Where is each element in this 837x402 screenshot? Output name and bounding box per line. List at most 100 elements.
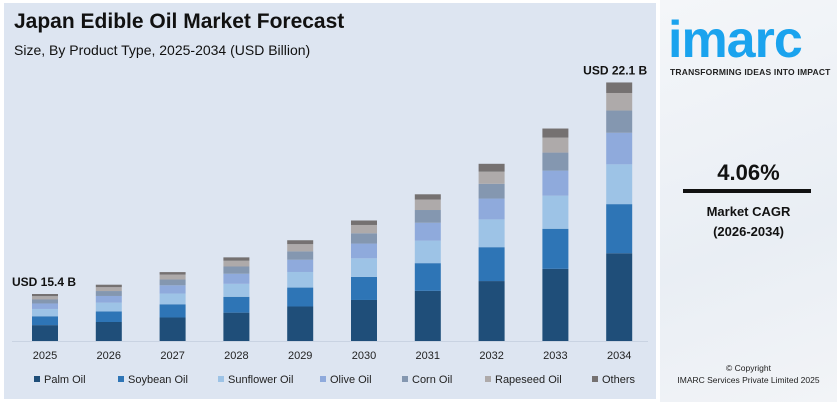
bar-segment-others-2032 [478,163,505,172]
bar-segment-sunflower-oil-2033 [542,195,569,229]
bar-segment-others-2025 [32,294,58,297]
bar-segment-others-2028 [223,257,250,261]
total-label: USD 22.1 B [583,63,647,77]
x-tick-label: 2026 [97,350,121,362]
bar-segment-rapeseed-oil-2032 [478,171,505,184]
bar-segment-olive-oil-2028 [223,273,250,284]
legend-swatch [218,376,224,382]
x-tick-label: 2027 [160,350,184,362]
legend-label: Rapeseed Oil [495,374,562,386]
bar-segment-rapeseed-oil-2026 [95,287,122,292]
chart-subtitle: Size, By Product Type, 2025-2034 (USD Bi… [14,42,311,58]
bar-segment-sunflower-oil-2034 [606,164,633,205]
bar-segment-others-2031 [414,194,441,200]
bar-segment-olive-oil-2025 [32,303,58,309]
bar-segment-rapeseed-oil-2028 [223,260,250,267]
bar-segment-sunflower-oil-2028 [223,283,250,297]
bar-segment-rapeseed-oil-2027 [159,274,186,280]
bar-segment-olive-oil-2031 [414,222,441,241]
bar-segment-corn-oil-2029 [287,251,314,260]
bar-segment-sunflower-oil-2029 [287,271,314,288]
bar-segment-corn-oil-2031 [414,210,441,223]
cagr-label: Market CAGR [706,204,791,219]
legend-swatch [485,376,491,382]
bar-segment-rapeseed-oil-2034 [606,92,633,111]
bar-segment-olive-oil-2029 [287,259,314,272]
bar-segment-corn-oil-2026 [95,291,122,296]
bar-segment-soybean-oil-2032 [478,247,505,282]
chart-title: Japan Edible Oil Market Forecast [14,10,345,33]
bar-segment-rapeseed-oil-2030 [351,224,377,234]
bar-segment-sunflower-oil-2027 [159,293,186,305]
divider [683,189,811,193]
legend-swatch [320,376,326,382]
bar-segment-palm-oil-2030 [351,299,377,341]
bar-segment-corn-oil-2025 [32,299,58,304]
bar-segment-palm-oil-2034 [606,253,633,341]
x-tick-label: 2025 [33,350,57,362]
bar-segment-olive-oil-2033 [542,170,569,196]
legend-swatch [34,376,40,382]
bar-segment-olive-oil-2026 [95,295,122,303]
bar-segment-corn-oil-2030 [351,233,377,244]
legend-label: Olive Oil [330,374,372,386]
bar-segment-sunflower-oil-2030 [351,258,377,277]
bar-segment-others-2030 [351,220,377,225]
cagr-period: (2026-2034) [713,224,784,239]
bar-segment-rapeseed-oil-2025 [32,296,58,300]
legend-label: Others [602,374,636,386]
copyright-owner: IMARC Services Private Limited 2025 [677,375,820,385]
bar-segment-rapeseed-oil-2031 [414,199,441,211]
bar-segment-palm-oil-2028 [223,312,250,341]
x-tick-label: 2030 [352,350,376,362]
bar-segment-others-2029 [287,240,314,245]
bar-segment-palm-oil-2033 [542,268,569,341]
legend-swatch [402,376,408,382]
bar-segment-soybean-oil-2033 [542,228,569,269]
bar-segment-olive-oil-2034 [606,132,633,165]
x-tick-label: 2034 [607,350,631,362]
bar-segment-soybean-oil-2031 [414,263,441,291]
bar-segment-corn-oil-2028 [223,266,250,274]
x-tick-label: 2029 [288,350,312,362]
bar-segment-others-2026 [95,284,122,288]
bar-segment-corn-oil-2027 [159,279,186,286]
bar-segment-palm-oil-2027 [159,317,186,341]
legend-label: Corn Oil [412,374,452,386]
bar-segment-soybean-oil-2025 [32,316,58,326]
copyright-line: © Copyright [725,363,771,373]
bar-segment-others-2034 [606,82,633,93]
bar-segment-others-2033 [542,128,569,138]
bar-segment-soybean-oil-2026 [95,311,122,323]
imarc-logo: imarc [668,11,803,69]
bar-segment-rapeseed-oil-2029 [287,244,314,252]
stacked-bar-chart: 2025 USD 15.4 B 2026 2027 2028 2029 2030 2031 20… [12,63,648,386]
bar-segment-olive-oil-2032 [478,198,505,220]
bar-segment-soybean-oil-2027 [159,304,186,318]
bar-segment-palm-oil-2025 [32,325,58,341]
legend-label: Soybean Oil [128,374,188,386]
bar-segment-palm-oil-2026 [95,322,122,341]
bar-segment-rapeseed-oil-2033 [542,137,569,153]
brand-tagline: TRANSFORMING IDEAS INTO IMPACT [670,67,831,77]
x-tick-label: 2028 [224,350,248,362]
cagr-value: 4.06% [717,160,780,185]
bar-segment-corn-oil-2034 [606,110,633,133]
bar-segment-soybean-oil-2034 [606,204,633,254]
bar-segment-others-2027 [159,272,186,275]
info-panel: imarc TRANSFORMING IDEAS INTO IMPACT 4.0… [660,0,837,402]
bar-segment-corn-oil-2033 [542,152,569,171]
x-tick-label: 2032 [479,350,503,362]
legend-label: Sunflower Oil [228,374,293,386]
bar-segment-palm-oil-2032 [478,281,505,341]
x-tick-label: 2031 [416,350,440,362]
bar-segment-sunflower-oil-2025 [32,308,58,317]
legend-swatch [592,376,598,382]
legend-swatch [118,376,124,382]
x-tick-label: 2033 [543,350,567,362]
total-label: USD 15.4 B [12,275,76,289]
bar-segment-palm-oil-2029 [287,306,314,341]
bar-segment-soybean-oil-2029 [287,287,314,307]
bar-segment-palm-oil-2031 [414,290,441,341]
bar-segment-sunflower-oil-2026 [95,302,122,312]
